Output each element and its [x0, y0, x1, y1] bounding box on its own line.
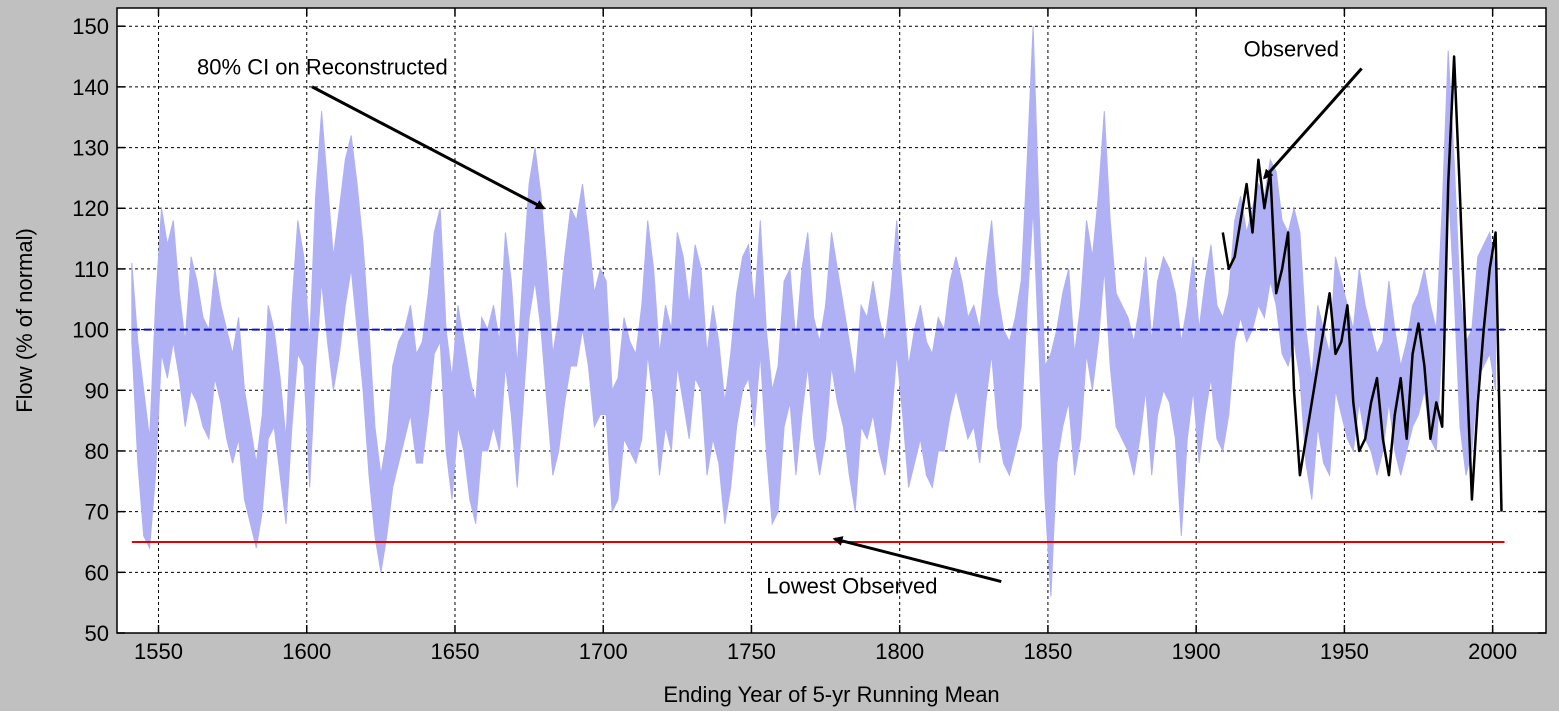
- annotation-label: 80% CI on Reconstructed: [197, 55, 448, 80]
- x-tick-label: 1600: [282, 639, 331, 664]
- y-tick-label: 50: [85, 621, 109, 646]
- annotation-arrow: [311, 85, 546, 210]
- x-tick-label: 1950: [1320, 639, 1369, 664]
- y-tick-label: 130: [72, 136, 109, 161]
- x-tick-label: 2000: [1468, 639, 1517, 664]
- plot-frame: [116, 7, 1547, 634]
- x-tick-label: 1800: [875, 639, 924, 664]
- annotation-arrow: [1263, 67, 1363, 180]
- x-tick-label: 1700: [579, 639, 628, 664]
- y-tick-label: 60: [85, 560, 109, 585]
- x-tick-label: 1750: [727, 639, 776, 664]
- y-tick-label: 80: [85, 439, 109, 464]
- y-tick-label: 110: [74, 257, 109, 282]
- x-axis-label: Ending Year of 5-yr Running Mean: [663, 682, 999, 707]
- x-tick-label: 1650: [431, 639, 480, 664]
- y-tick-label: 70: [85, 500, 109, 525]
- x-tick-label: 1550: [134, 639, 183, 664]
- y-axis-label: Flow (% of normal): [12, 228, 37, 413]
- annotation-label: Lowest Observed: [766, 574, 937, 599]
- y-tick-label: 150: [72, 14, 109, 39]
- y-tick-label: 120: [72, 196, 109, 221]
- annotation-label: Observed: [1244, 37, 1339, 62]
- ticks: 1550 1600 1650 1700 1750 1800 1850 1900 1950 2000…: [72, 8, 1546, 664]
- annotation-arrow: [832, 536, 1002, 584]
- y-tick-label: 100: [72, 318, 109, 343]
- x-tick-label: 1900: [1172, 639, 1221, 664]
- y-tick-label: 140: [72, 75, 109, 100]
- annotations: 80% CI on Reconstructed Observed Lowest Ob…: [197, 37, 1363, 599]
- y-tick-label: 90: [85, 378, 109, 403]
- x-tick-label: 1850: [1023, 639, 1072, 664]
